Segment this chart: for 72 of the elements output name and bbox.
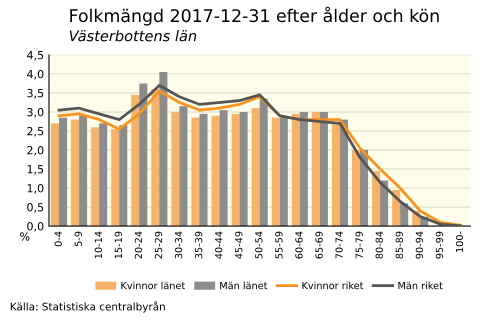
bar (232, 114, 240, 226)
x-tick-label: 55-59 (275, 232, 283, 258)
x-tick-label: 45-49 (235, 232, 242, 259)
bar (99, 123, 108, 226)
bar (252, 108, 260, 226)
bar (159, 72, 168, 226)
y-tick-label: 3,5 (27, 88, 44, 98)
x-tick-label: 85-89 (396, 232, 403, 259)
legend-label: Kvinnor riket (302, 282, 364, 290)
bar (300, 112, 308, 226)
bar (332, 121, 340, 226)
x-tick-label: 0-4 (54, 232, 62, 246)
x-tick-label: 90-94 (416, 232, 424, 259)
bar (260, 98, 268, 226)
bar (280, 118, 288, 226)
y-tick-label: 0,0 (27, 222, 44, 232)
bar (352, 150, 360, 226)
y-tick-label: 3,0 (27, 108, 44, 118)
bar (200, 114, 208, 226)
bar (131, 94, 140, 226)
bar (312, 112, 320, 226)
y-tick-label: 2,0 (27, 146, 44, 156)
bar (59, 118, 68, 226)
bar (372, 170, 380, 226)
text: Källa: Statistiska centralbyrån (10, 301, 165, 313)
bar (272, 118, 280, 226)
x-tick-label: 30-34 (174, 232, 182, 258)
bar (380, 180, 388, 226)
bar (179, 106, 188, 226)
y-tick-label: 2,5 (27, 126, 44, 137)
bar (340, 120, 348, 226)
bar (79, 116, 88, 226)
y-tick-label: 0,5 (27, 203, 44, 213)
y-axis-title: % (20, 232, 30, 241)
x-tick-label: 65-69 (315, 232, 323, 259)
bar (151, 89, 160, 226)
x-tick-label: 25-29 (154, 232, 162, 258)
x-tick-label: 35-39 (194, 232, 202, 258)
legend-label: Män länet (220, 282, 268, 290)
x-tick-label: 40-44 (215, 232, 222, 259)
chart-title: Folkmängd 2017-12-31 efter ålder och kön (70, 6, 439, 26)
x-tick-label: 75-79 (356, 232, 363, 258)
bar (139, 83, 148, 226)
x-tick-label: 100- (456, 231, 464, 252)
x-tick-label: 80-84 (376, 232, 383, 259)
bar (171, 112, 180, 226)
bar (240, 112, 248, 226)
legend-label: Män riket (398, 282, 443, 290)
bar (320, 112, 328, 226)
x-tick-label: 70-74 (335, 232, 343, 258)
bar (111, 129, 120, 226)
x-tick-label: 10-14 (94, 232, 102, 258)
bar (191, 118, 200, 226)
bar (51, 123, 60, 226)
bar (91, 127, 100, 226)
bar (292, 114, 300, 226)
chart-subtitle: Västerbottens län (70, 30, 196, 42)
x-tick-label: 15-19 (114, 232, 122, 258)
y-tick-label: 1,5 (28, 165, 44, 175)
y-tick-label: 4,5 (27, 51, 44, 60)
x-tick-label: 5-9 (74, 232, 82, 246)
x-tick-label: 50-54 (255, 232, 263, 258)
y-tick-label: 1,0 (28, 184, 44, 194)
x-tick-label: 95-99 (436, 232, 444, 259)
x-tick-label: 60-64 (295, 232, 303, 259)
bar (212, 116, 220, 226)
x-tick-label: 20-24 (134, 232, 142, 258)
bar (119, 125, 128, 226)
y-tick-label: 4,0 (27, 70, 44, 80)
bar (71, 120, 80, 226)
legend-label: Kvinnor länet (121, 282, 186, 290)
bar (220, 110, 228, 226)
